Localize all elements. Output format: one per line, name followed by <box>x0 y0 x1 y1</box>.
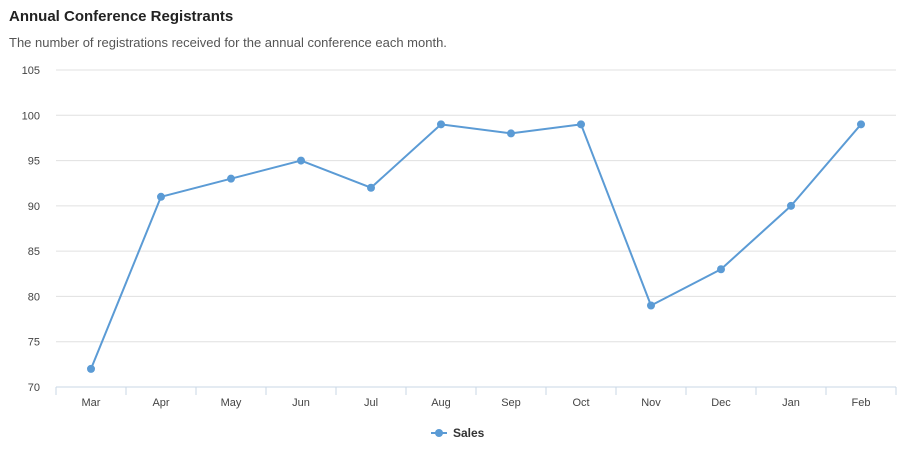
x-tick-label: Jan <box>782 397 800 409</box>
x-tick-label: Apr <box>152 397 169 409</box>
y-tick-label: 70 <box>28 382 40 394</box>
y-tick-label: 85 <box>28 246 40 258</box>
legend-label[interactable]: Sales <box>453 426 485 440</box>
x-axis: Mar Apr May Jun Jul Aug Sep Oct Nov Dec Jan Feb <box>55 386 897 409</box>
x-tick-label: Nov <box>641 397 661 409</box>
x-tick-label: Jul <box>364 397 378 409</box>
x-tick-label: Aug <box>431 397 451 409</box>
data-point[interactable] <box>227 174 235 183</box>
y-tick-label: 90 <box>28 201 40 213</box>
y-axis-ticks: 70 75 80 85 90 95 100 105 <box>22 65 40 394</box>
data-point[interactable] <box>717 265 725 274</box>
x-tick-label: Jun <box>292 397 310 409</box>
x-tick-label: Feb <box>852 397 871 409</box>
x-tick-label: May <box>221 397 242 409</box>
y-tick-label: 75 <box>28 337 40 349</box>
series-line <box>90 123 862 370</box>
data-point[interactable] <box>507 129 515 138</box>
data-point[interactable] <box>647 301 655 310</box>
data-point[interactable] <box>787 201 795 210</box>
legend[interactable]: Sales <box>431 426 485 440</box>
data-point[interactable] <box>857 120 865 129</box>
y-tick-label: 100 <box>22 110 40 122</box>
data-point[interactable] <box>577 120 585 129</box>
chart-subtitle: The number of registrations received for… <box>9 35 447 50</box>
y-tick-label: 95 <box>28 156 40 168</box>
legend-point-marker <box>435 429 443 437</box>
x-tick-label: Sep <box>501 397 521 409</box>
x-tick-label: Mar <box>82 397 101 409</box>
data-point[interactable] <box>297 156 305 165</box>
gridlines <box>56 69 896 388</box>
data-point[interactable] <box>87 364 95 373</box>
series-sales <box>87 120 865 373</box>
data-point[interactable] <box>157 192 165 201</box>
y-tick-label: 105 <box>22 65 40 77</box>
data-point[interactable] <box>367 183 375 192</box>
data-point[interactable] <box>437 120 445 129</box>
x-tick-label: Oct <box>572 397 589 409</box>
chart-title: Annual Conference Registrants <box>9 8 234 25</box>
y-tick-label: 80 <box>28 291 40 303</box>
x-tick-label: Dec <box>711 397 731 409</box>
